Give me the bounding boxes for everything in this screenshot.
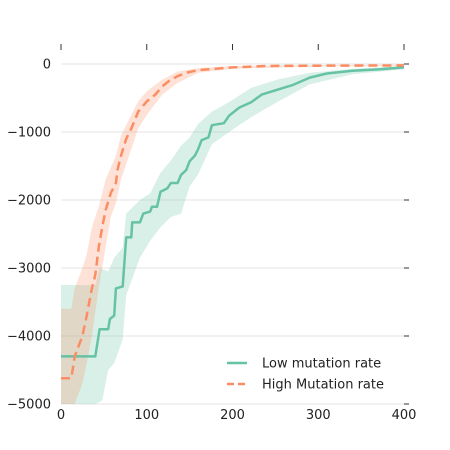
x-tick-label-3: 300	[306, 408, 331, 423]
y-tick-label-2: −2000	[7, 194, 51, 209]
x-tick-label-2: 200	[220, 408, 245, 423]
grid-lines	[61, 63, 404, 405]
legend: Low mutation rate High Mutation rate	[227, 357, 384, 393]
confidence-bands	[61, 64, 404, 404]
y-tick-label-3: −3000	[7, 262, 51, 277]
y-tick-label-1: −1000	[7, 126, 51, 141]
line-series-0	[61, 66, 405, 358]
legend-label-0: Low mutation rate	[262, 357, 381, 372]
line-series-1	[61, 64, 405, 380]
y-tick-label-5: −5000	[7, 398, 51, 413]
y-tick-label-4: −4000	[7, 330, 51, 345]
legend-label-1: High Mutation rate	[262, 378, 384, 393]
y-tick-label-0: 0	[43, 58, 51, 73]
x-tick-label-4: 400	[392, 408, 417, 423]
axis-ticks: 0 −1000 −2000 −3000 −4000 −5000 0 100 200 300 400	[7, 44, 416, 423]
x-tick-label-1: 100	[134, 408, 159, 423]
band-series-0	[61, 66, 404, 404]
x-tick-label-0: 0	[57, 408, 65, 423]
series-lines	[61, 64, 405, 380]
